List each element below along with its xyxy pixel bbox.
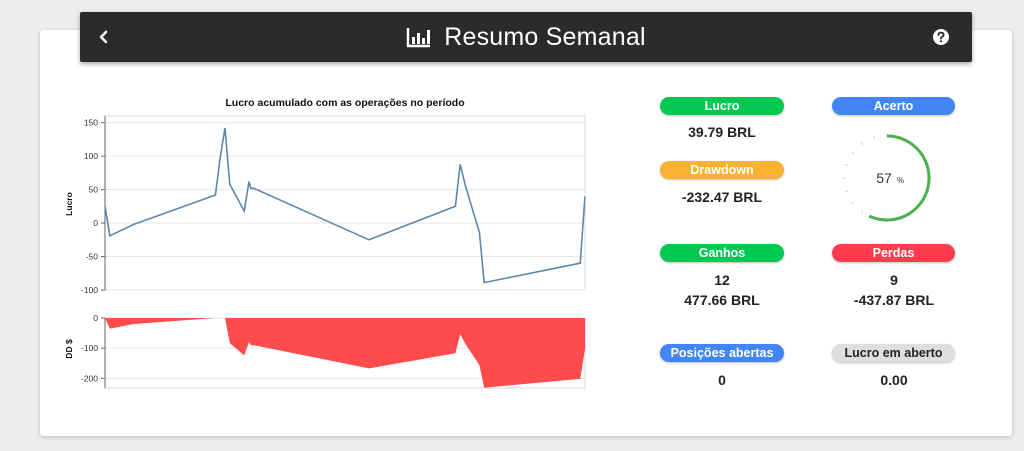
ganhos-badge: Ganhos [660, 244, 784, 262]
gauge-tick [844, 163, 849, 166]
perdas-label: Perdas [872, 246, 915, 260]
y-tick-label: -50 [86, 252, 99, 262]
drawdown-value: -232.47 BRL [681, 189, 763, 205]
posicoes-label: Posições abertas [670, 346, 774, 360]
ganhos-count: 12 [714, 272, 730, 288]
profit-y-axis-label: Lucro [64, 192, 74, 216]
lucro-aberto-badge: Lucro em aberto [832, 344, 955, 362]
lucro-aberto-label: Lucro em aberto [844, 346, 943, 360]
gauge-tick [851, 151, 855, 155]
perdas-value: -437.87 BRL [853, 292, 935, 308]
gauge-tick [844, 190, 849, 193]
gauge-tick [860, 142, 864, 146]
cumulative-profit-line [104, 127, 586, 284]
profit-chart-title: Lucro acumulado com as operações no perí… [225, 97, 464, 109]
y-tick-label: -100 [81, 343, 98, 353]
y-tick-label: 0 [93, 313, 98, 323]
header-bar: Resumo Semanal [80, 12, 972, 62]
gauge-tick [872, 135, 875, 140]
help-icon[interactable] [932, 28, 950, 46]
gauge-tick [860, 210, 864, 214]
gauge-tick [851, 201, 855, 205]
drawdown-label: Drawdown [690, 163, 754, 177]
y-tick-label: 50 [89, 185, 99, 195]
drawdown-badge: Drawdown [660, 161, 784, 179]
y-tick-label: -100 [81, 285, 98, 295]
charts-area: Lucro acumulado com as operações no perí… [64, 97, 586, 389]
ganhos-label: Ganhos [698, 246, 746, 260]
acerto-unit: % [897, 176, 904, 185]
acerto-label: Acerto [873, 99, 914, 113]
page-title: Resumo Semanal [444, 22, 646, 51]
y-tick-label: -200 [81, 373, 98, 383]
ganhos-value: 477.66 BRL [684, 292, 760, 308]
acerto-value: 57 [876, 170, 892, 186]
perdas-badge: Perdas [832, 244, 955, 262]
plot-frame [104, 115, 586, 291]
lucro-badge: Lucro [660, 97, 784, 115]
lucro-value: 39.79 BRL [688, 124, 756, 140]
drawdown-area [105, 318, 585, 388]
bar-chart-icon [407, 28, 431, 48]
acerto-gauge: 57 % [843, 134, 931, 222]
lucro-label: Lucro [704, 99, 740, 113]
posicoes-value: 0 [718, 372, 726, 388]
y-tick-label: 0 [93, 218, 98, 228]
back-button[interactable] [90, 23, 118, 51]
y-tick-label: 150 [84, 118, 98, 128]
perdas-count: 9 [890, 272, 898, 288]
acerto-gauge-arc [868, 134, 931, 222]
lucro-aberto-value: 0.00 [880, 372, 908, 388]
chevron-left-icon [99, 30, 108, 44]
y-tick-label: 100 [84, 151, 98, 161]
acerto-badge: Acerto [832, 97, 955, 115]
drawdown-y-axis-label: DD $ [64, 339, 74, 359]
posicoes-badge: Posições abertas [660, 344, 784, 362]
